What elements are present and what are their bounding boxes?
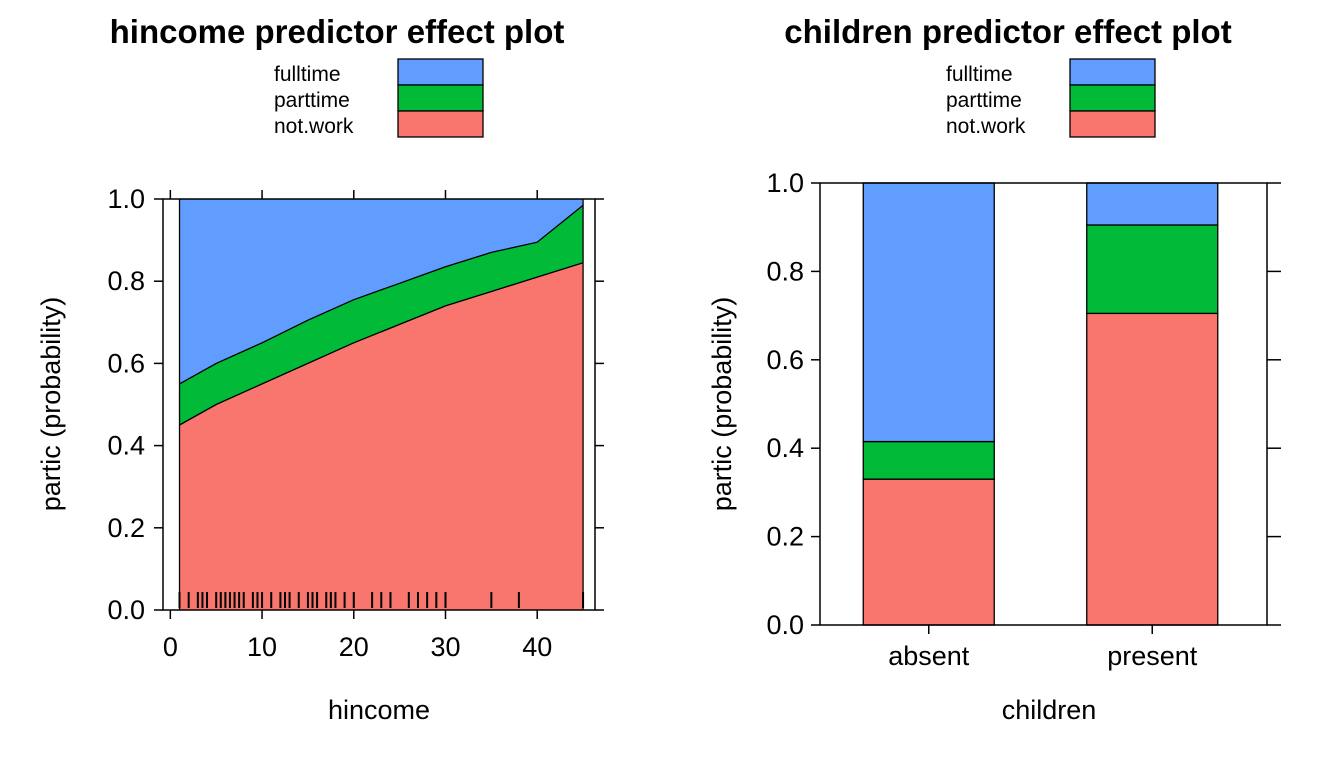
y-tick-label: 0.0 bbox=[766, 610, 804, 640]
bar-absent-parttime bbox=[862, 440, 995, 480]
legend-label-parttime: parttime bbox=[274, 89, 350, 112]
hincome-rug bbox=[178, 592, 585, 608]
children-x-axis-label: children bbox=[1002, 695, 1097, 725]
children-plot-frame bbox=[819, 182, 1268, 626]
legend-label-fulltime: fulltime bbox=[946, 63, 1013, 86]
children-axes: absent present 0.0 0.2 0.4 0.6 0.8 1.0 bbox=[766, 168, 1281, 671]
y-tick-label: 0.2 bbox=[107, 513, 145, 543]
legend-swatch-parttime bbox=[1069, 84, 1156, 112]
y-tick-label: 0.8 bbox=[766, 256, 804, 286]
children-stacked-bars bbox=[862, 182, 1219, 626]
hincome-stacked-areas bbox=[178, 199, 584, 610]
hincome-x-axis-label: hincome bbox=[328, 695, 430, 725]
legend-label-not-work: not.work bbox=[946, 115, 1026, 138]
area-parttime bbox=[179, 205, 584, 425]
legend-swatch-parttime bbox=[397, 84, 484, 112]
x-tick-label: present bbox=[1107, 641, 1198, 671]
legend-swatch-fulltime bbox=[1069, 58, 1156, 86]
y-tick-label: 1.0 bbox=[766, 168, 804, 198]
area-fulltime bbox=[179, 199, 584, 384]
children-chart-title: children predictor effect plot bbox=[784, 13, 1231, 50]
hincome-legend: fulltime parttime not.work bbox=[274, 58, 484, 138]
y-tick-label: 0.0 bbox=[107, 595, 145, 625]
hincome-y-axis-label: partic (probability) bbox=[36, 297, 66, 512]
x-tick-label: absent bbox=[888, 641, 970, 671]
legend-swatch-fulltime bbox=[397, 58, 484, 86]
hincome-axes: 0.0 0.2 0.4 0.6 0.8 1.0 0 10 20 30 40 bbox=[107, 184, 604, 662]
area-not-work bbox=[179, 262, 584, 610]
legend-swatch-not-work bbox=[397, 110, 484, 138]
bar-absent-not-work bbox=[862, 478, 995, 626]
bar-present-not-work bbox=[1086, 312, 1219, 626]
y-tick-label: 0.4 bbox=[107, 431, 145, 461]
bar-present-fulltime bbox=[1086, 182, 1219, 226]
children-effect-panel: children predictor effect plot fulltime … bbox=[707, 13, 1281, 725]
x-tick-label: 40 bbox=[522, 632, 552, 662]
x-tick-label: 10 bbox=[247, 632, 277, 662]
band-boundary-line bbox=[179, 262, 584, 426]
y-tick-label: 1.0 bbox=[107, 184, 145, 214]
children-y-axis-label: partic (probability) bbox=[707, 297, 737, 512]
legend-swatch-not-work bbox=[1069, 110, 1156, 138]
legend-label-fulltime: fulltime bbox=[274, 63, 341, 86]
children-legend: fulltime parttime not.work bbox=[946, 58, 1156, 138]
y-tick-label: 0.4 bbox=[766, 433, 804, 463]
hincome-plot-frame bbox=[162, 198, 596, 611]
x-tick-label: 0 bbox=[163, 632, 178, 662]
hincome-chart-title: hincome predictor effect plot bbox=[110, 13, 565, 50]
legend-label-not-work: not.work bbox=[274, 115, 354, 138]
hincome-effect-panel: hincome predictor effect plot fulltime p… bbox=[36, 13, 604, 725]
x-tick-label: 20 bbox=[339, 632, 369, 662]
y-tick-label: 0.2 bbox=[766, 522, 804, 552]
y-tick-label: 0.6 bbox=[107, 348, 145, 378]
band-boundary-line bbox=[179, 204, 584, 385]
legend-label-parttime: parttime bbox=[946, 89, 1022, 112]
y-tick-label: 0.6 bbox=[766, 345, 804, 375]
y-tick-label: 0.8 bbox=[107, 266, 145, 296]
x-tick-label: 30 bbox=[430, 632, 460, 662]
bar-absent-fulltime bbox=[862, 182, 995, 443]
bar-present-parttime bbox=[1086, 224, 1219, 315]
